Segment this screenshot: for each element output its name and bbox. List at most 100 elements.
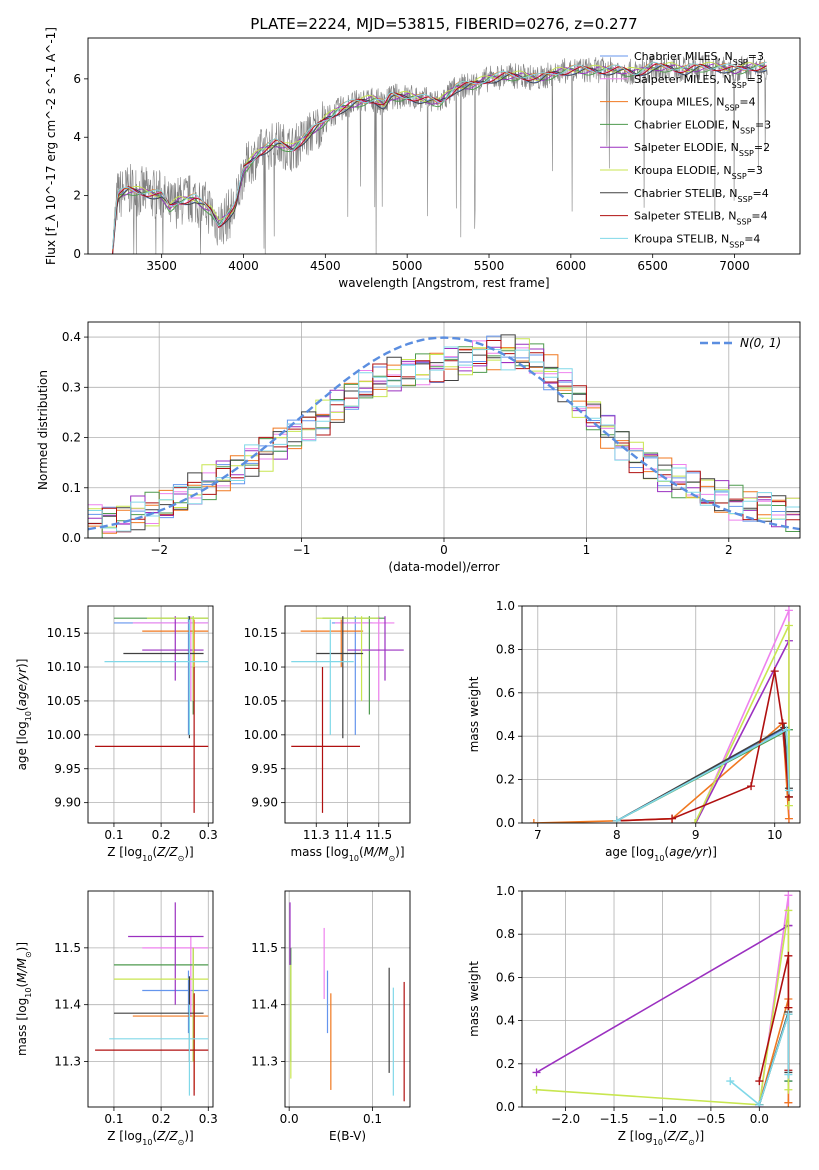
weight-marker [784,1098,793,1107]
weight-line [616,670,790,822]
weight-vs-age-ytick-label: 0.4 [496,729,515,743]
spectrum-xlabel: wavelength [Angstrom, rest frame] [338,276,549,290]
spectrum-xtick-label: 5000 [392,259,423,273]
model-spectrum [112,64,767,250]
mass-vs-Z-xtick-label: 0.2 [152,1112,171,1126]
weight-vs-Z-ytick-label: 0.4 [496,1014,515,1028]
weight-vs-Z-xtick-label: −1.5 [599,1112,628,1126]
residuals-xtick-label: −2 [150,543,168,557]
model-spectrum [112,63,767,254]
weight-marker [784,1085,793,1094]
residuals-ylabel: Normed distribution [36,370,50,490]
age-vs-mass-ytick-label: 10.10 [244,660,278,674]
age-vs-Z-ylabel: age [log10(age/yr)] [15,659,33,771]
spectrum-axes: 3500 4000 4500 5000 5500 6000 6500 7000 0 2 4 6 wave… [44,27,750,290]
weight-vs-Z-xtick-label: 0.0 [750,1112,769,1126]
weight-marker [532,1068,541,1077]
mass-vs-Z-xtick-label: 0.3 [199,1112,218,1126]
age-vs-Z-xtick-label: 0.2 [152,828,171,842]
weight-vs-age-xtick-label: 10 [767,828,782,842]
spectrum-ylabel: Flux [f_λ 10^-17 erg cm^-2 s^-1 A^-1] [44,27,58,265]
mass-vs-EBV-axes: 0.0 0.1 11.3 11.4 11.5 E(B-V) [251,891,410,1143]
weight-marker [612,816,621,823]
mass-vs-EBV-xtick-label: 0.1 [363,1112,382,1126]
age-vs-mass-ytick-label: 10.15 [244,626,278,640]
spectrum-ytick-label: 2 [73,189,81,203]
age-vs-Z-frame [87,605,214,824]
spectrum-xtick-label: 6000 [556,259,587,273]
residuals-xtick-label: 1 [583,543,591,557]
legend-entry: Kroupa STELIB, NSSP=4 [634,232,760,249]
spectrum-xtick-label: 5500 [474,259,505,273]
weight-vs-Z-ytick-label: 0.8 [496,927,515,941]
residuals-ytick-label: 0.3 [62,380,81,394]
weight-marker [529,819,538,823]
legend-entry: Chabrier MILES, NSSP=3 [634,50,764,67]
spectrum-title: PLATE=2224, MJD=53815, FIBERID=0276, z=0… [250,15,637,33]
legend-entry: Kroupa MILES, NSSP=4 [634,96,756,113]
histogram-step [88,346,800,532]
mass-vs-EBV-ytick-label: 11.4 [251,998,278,1012]
residuals-axes: −2 −1 0 1 2 0.0 0.1 0.2 0.3 0.4 (data-model)/error… [36,322,800,574]
model-spectrum [112,64,767,254]
weight-vs-Z-xtick-label: −1.0 [648,1112,677,1126]
weight-marker [532,1085,541,1094]
weight-vs-age-xtick-label: 9 [692,828,700,842]
age-vs-mass-xtick-label: 11.4 [334,828,361,842]
age-vs-Z-xtick-label: 0.3 [199,828,218,842]
age-vs-mass-ytick-label: 9.95 [251,762,278,776]
legend-entry: Salpeter MILES, NSSP=3 [634,73,763,90]
model-spectrum [112,61,767,249]
spectrum-xtick-label: 7000 [719,259,750,273]
model-spectrum [112,63,767,253]
weight-line [533,721,790,823]
weight-vs-Z-ytick-label: 0.0 [496,1100,515,1114]
mass-vs-Z-xlabel: Z [log10(Z/Z⊙)] [107,1129,193,1147]
age-vs-mass-xtick-label: 11.5 [365,828,392,842]
mass-vs-EBV-xlabel: E(B-V) [329,1129,366,1143]
mass-vs-Z-ytick-label: 11.5 [54,941,81,955]
age-vs-Z-ytick-label: 9.90 [54,796,81,810]
age-vs-mass-xlabel: mass [log10(M/M⊙)] [290,845,404,863]
spectrum-xtick-label: 3500 [146,259,177,273]
weight-marker [784,786,793,795]
weight-vs-Z-ylabel: mass weight [467,961,481,1037]
weight-vs-age-ytick-label: 0.2 [496,773,515,787]
weight-marker [784,801,793,810]
spectrum-ytick-label: 6 [73,72,81,86]
mass-vs-EBV-frame [284,890,411,1108]
model-spectrum [112,64,767,254]
weight-vs-Z-xtick-label: −2.0 [551,1112,580,1126]
weight-vs-Z-frame [521,890,801,1108]
weight-line [758,955,790,1082]
spectrum-marks [112,54,768,254]
weight-marker [755,1100,764,1107]
weight-marker [778,719,787,728]
weight-marker [782,725,791,734]
mass-vs-Z-marks [95,902,209,1096]
weight-vs-age-ytick-label: 1.0 [496,599,515,613]
weight-marker [784,621,793,630]
weight-vs-age-ytick-label: 0.8 [496,642,515,656]
mass-vs-EBV-xtick-label: 0.0 [280,1112,299,1126]
age-vs-Z-marks [95,616,209,813]
weight-vs-Z-ytick-label: 0.6 [496,970,515,984]
residuals-ytick-label: 0.1 [62,481,81,495]
age-vs-Z-ytick-label: 10.15 [47,626,81,640]
legend-entry: N(0, 1) [740,336,781,350]
weight-vs-age-ytick-label: 0.0 [496,816,515,830]
weight-marker [770,667,779,676]
residuals-marks [88,334,800,538]
weight-marker [747,782,756,791]
legend-entry: Salpeter ELODIE, NSSP=2 [634,141,770,158]
spectrum-xtick-label: 6500 [637,259,668,273]
weight-marker [726,1077,735,1086]
residuals-xtick-label: −1 [293,543,311,557]
mass-vs-Z-ytick-label: 11.4 [54,998,81,1012]
weight-marker [690,819,699,823]
age-vs-mass-marks [291,616,404,813]
spectrum-xtick-label: 4000 [228,259,259,273]
age-vs-Z-ytick-label: 10.05 [47,694,81,708]
weight-vs-Z-xlabel: Z [log10(Z/Z⊙)] [618,1129,704,1147]
mass-vs-Z-ytick-label: 11.3 [54,1055,81,1069]
